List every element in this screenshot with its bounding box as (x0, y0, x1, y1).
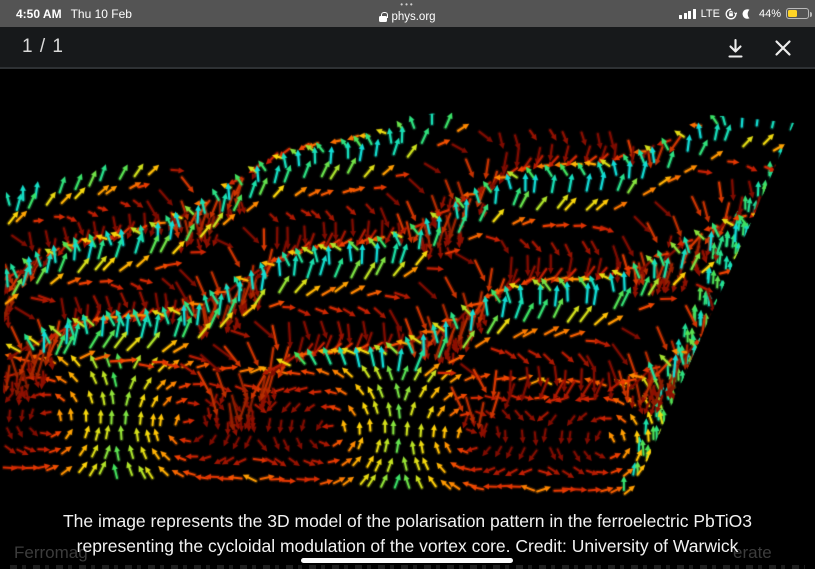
date: Thu 10 Feb (70, 6, 132, 21)
lock-icon (379, 12, 388, 22)
background-text-fragment-left: Ferromag (14, 543, 88, 562)
url-pill[interactable]: phys.org (379, 10, 436, 25)
caption-line-1: The image represents the 3D model of the… (62, 511, 752, 531)
battery-fill (788, 10, 797, 17)
rotation-lock-icon (725, 8, 737, 19)
battery-icon (786, 8, 812, 19)
site-label: phys.org (391, 11, 436, 23)
network-type-label: LTE (700, 7, 720, 20)
cutoff-text-row (10, 565, 805, 569)
background-text-fragment-right: erate (733, 543, 772, 562)
status-center: ••• phys.org (0, 0, 815, 27)
download-icon (727, 38, 743, 58)
page-dots-icon: ••• (400, 0, 415, 9)
cellular-signal-icon (679, 8, 696, 19)
close-icon (775, 40, 791, 56)
status-bar: 4:50 AM Thu 10 Feb ••• phys.org LTE (0, 0, 815, 27)
clock: 4:50 AM (16, 6, 62, 21)
vector-field-figure[interactable] (0, 69, 815, 505)
moon-icon (742, 8, 750, 19)
image-viewer (0, 69, 815, 505)
download-button[interactable] (715, 29, 755, 67)
close-button[interactable] (763, 29, 803, 67)
page-indicator: 1 / 1 (22, 36, 64, 57)
home-indicator[interactable] (301, 558, 513, 563)
status-right: LTE 44% (679, 0, 812, 27)
battery-percent: 44% (758, 7, 781, 20)
status-left: 4:50 AM Thu 10 Feb (16, 0, 132, 27)
viewer-toolbar: 1 / 1 (0, 27, 815, 69)
caption-line-2: representing the cycloidal modulation of… (76, 536, 739, 556)
